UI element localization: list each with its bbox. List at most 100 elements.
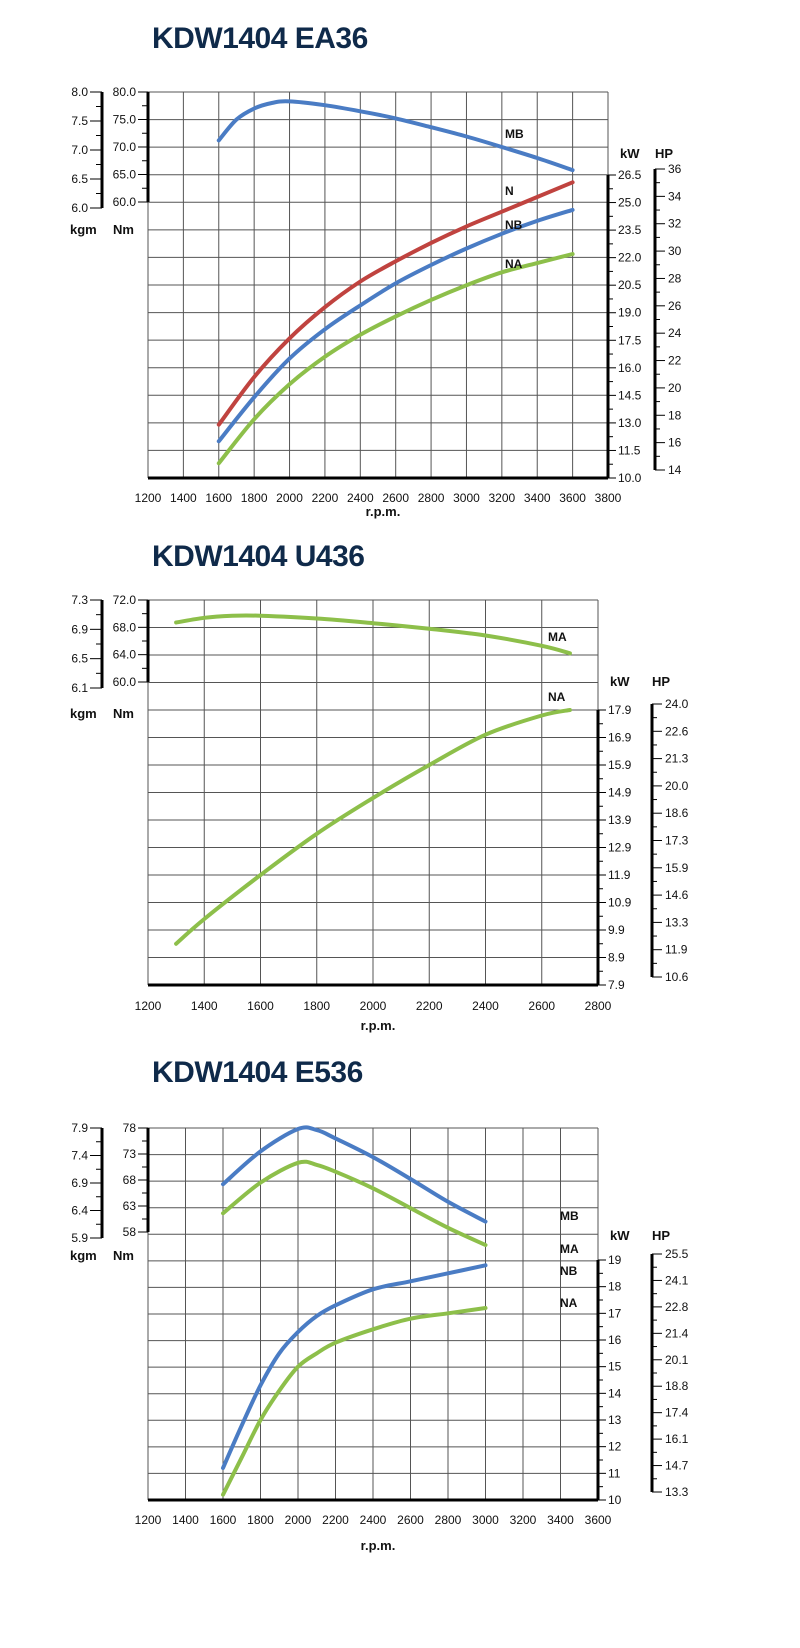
nm-tick-label: 58 [123, 1225, 137, 1239]
kw-tick-label: 19.0 [618, 306, 642, 320]
hp-tick-label: 20 [668, 381, 682, 395]
hp-tick-label: 20.0 [665, 779, 689, 793]
chart-plot: 1200 1400 1600 1800 2000 2200 2400 2600 2800 r.p.… [70, 593, 689, 1033]
series-curve-mb [221, 1125, 488, 1224]
series-curve-ma [174, 613, 572, 656]
kgm-tick-label: 7.4 [71, 1149, 88, 1163]
hp-tick-label: 24 [668, 326, 682, 340]
kw-tick-label: 10.9 [608, 896, 632, 910]
kw-tick-label: 20.5 [618, 278, 642, 292]
hp-tick-label: 17.3 [665, 834, 689, 848]
hp-tick-label: 17.4 [665, 1406, 689, 1420]
nm-tick-label: 68 [123, 1173, 137, 1187]
x-tick-label: 1600 [210, 1513, 237, 1527]
kw-unit-label: kW [610, 674, 630, 689]
hp-tick-label: 22.8 [665, 1300, 689, 1314]
kw-tick-label: 14.5 [618, 388, 642, 402]
kw-tick-label: 23.5 [618, 223, 642, 237]
x-tick-label: 2400 [347, 491, 374, 505]
x-tick-label: 2800 [435, 1513, 462, 1527]
chart-kdw1404-ea36: KDW1404 EA36 1200 1400 1600 1800 2000 2200 240… [0, 0, 800, 530]
series-label-nb: NB [560, 1264, 578, 1278]
x-tick-label: 2000 [285, 1513, 312, 1527]
hp-tick-label: 20.1 [665, 1353, 689, 1367]
x-tick-label: 2000 [360, 999, 387, 1013]
kgm-tick-label: 6.9 [71, 622, 88, 636]
nm-tick-label: 63 [123, 1199, 137, 1213]
series-curve-na [216, 252, 575, 466]
kw-tick-label: 11.5 [618, 443, 641, 457]
hp-tick-label: 21.4 [665, 1326, 689, 1340]
x-tick-label: 2800 [585, 999, 612, 1013]
x-tick-label: 3000 [453, 491, 480, 505]
kw-tick-label: 11 [608, 1466, 621, 1480]
nm-tick-label: 60.0 [113, 675, 137, 689]
x-tick-label: 2400 [472, 999, 499, 1013]
kgm-tick-label: 7.3 [71, 593, 88, 607]
nm-tick-label: 70.0 [113, 140, 137, 154]
kgm-tick-label: 8.0 [71, 85, 88, 99]
x-tick-label: 2000 [276, 491, 303, 505]
kgm-tick-label: 6.4 [71, 1204, 88, 1218]
x-tick-label: 2600 [528, 999, 555, 1013]
nm-tick-label: 60.0 [113, 195, 137, 209]
x-tick-label: 3400 [524, 491, 551, 505]
nm-tick-label: 75.0 [113, 113, 137, 127]
kgm-tick-label: 7.5 [71, 114, 88, 128]
series-label-n: N [505, 184, 514, 198]
x-tick-label: 1200 [135, 1513, 162, 1527]
kw-tick-label: 25.0 [618, 196, 642, 210]
x-tick-label: 3400 [547, 1513, 574, 1527]
hp-tick-label: 25.5 [665, 1247, 689, 1261]
kgm-unit-label: kgm [70, 1248, 97, 1263]
hp-tick-label: 15.9 [665, 861, 689, 875]
kgm-unit-label: kgm [70, 222, 97, 237]
hp-tick-label: 18.8 [665, 1379, 689, 1393]
kw-tick-label: 13 [608, 1413, 622, 1427]
kw-tick-label: 15 [608, 1360, 622, 1374]
hp-tick-label: 16.1 [665, 1432, 689, 1446]
kgm-tick-label: 5.9 [71, 1231, 88, 1245]
chart-title: KDW1404 E536 [152, 1056, 363, 1089]
kgm-tick-label: 6.5 [71, 172, 88, 186]
kgm-tick-label: 6.9 [71, 1176, 88, 1190]
x-tick-label: 1400 [170, 491, 197, 505]
series-label-mb: MB [505, 127, 524, 141]
kw-tick-label: 14.9 [608, 786, 632, 800]
kw-tick-label: 14 [608, 1386, 622, 1400]
nm-tick-label: 80.0 [113, 85, 137, 99]
chart-plot: 1200 1400 1600 1800 2000 2200 2400 2600 2800 3000… [70, 85, 682, 519]
series-curve-mb [216, 99, 575, 173]
x-tick-label: 2400 [360, 1513, 387, 1527]
kw-tick-label: 17.5 [618, 333, 642, 347]
hp-unit-label: HP [652, 1228, 670, 1243]
nm-tick-label: 64.0 [113, 648, 137, 662]
chart-kdw1404-e536: KDW1404 E536 1200 1400 1600 1800 2000 2200 240… [0, 1050, 800, 1648]
x-tick-label: 2200 [416, 999, 443, 1013]
series-curve-ma [221, 1159, 488, 1247]
hp-tick-label: 13.3 [665, 1485, 689, 1499]
x-tick-label: 1200 [135, 999, 162, 1013]
series-label-mb: MB [560, 1209, 579, 1223]
x-tick-label: 1200 [135, 491, 162, 505]
hp-tick-label: 22.6 [665, 724, 689, 738]
kw-tick-label: 13.0 [618, 416, 642, 430]
series-label-na: NA [560, 1296, 578, 1310]
hp-tick-label: 18.6 [665, 806, 689, 820]
x-tick-label: 2200 [322, 1513, 349, 1527]
hp-tick-label: 10.6 [665, 970, 689, 984]
kw-tick-label: 16 [608, 1333, 622, 1347]
series-label-na: NA [548, 690, 566, 704]
kw-tick-label: 11.9 [608, 868, 631, 882]
series-label-nb: NB [505, 218, 523, 232]
kw-tick-label: 22.0 [618, 251, 642, 265]
nm-unit-label: Nm [113, 1248, 134, 1263]
x-tick-label: 1600 [205, 491, 232, 505]
hp-tick-label: 14.7 [665, 1459, 689, 1473]
hp-tick-label: 16 [668, 436, 682, 450]
x-axis-title: r.p.m. [366, 504, 401, 519]
x-tick-label: 2800 [418, 491, 445, 505]
kw-tick-label: 10 [608, 1493, 622, 1507]
kw-tick-label: 12 [608, 1440, 622, 1454]
nm-unit-label: Nm [113, 706, 134, 721]
